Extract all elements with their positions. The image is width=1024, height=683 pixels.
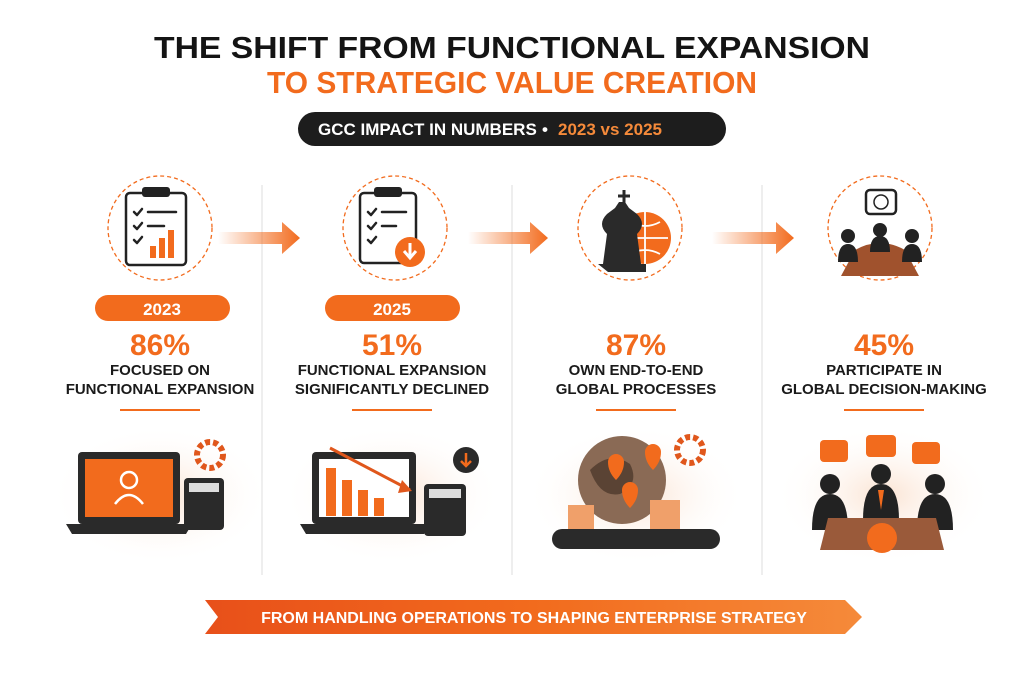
description: PARTICIPATE IN xyxy=(826,362,942,379)
description: FUNCTIONAL EXPANSION xyxy=(66,381,255,398)
description: FUNCTIONAL EXPANSION xyxy=(298,362,487,379)
year-label: 2025 xyxy=(373,300,411,319)
year-pill xyxy=(325,295,460,321)
description: GLOBAL DECISION-MAKING xyxy=(781,381,987,398)
footer-text: FROM HANDLING OPERATIONS TO SHAPING ENTE… xyxy=(261,610,807,627)
illustrations xyxy=(50,425,994,565)
description: FOCUSED ON xyxy=(110,362,210,379)
stat: 87% xyxy=(606,329,666,362)
stat: 45% xyxy=(854,329,914,362)
stat: 86% xyxy=(130,329,190,362)
year-label: 2023 xyxy=(143,300,181,319)
subtitle-pill xyxy=(298,112,726,146)
subtitle-separator: • xyxy=(542,120,548,139)
footer-banner xyxy=(205,600,862,634)
subtitle-highlight: 2023 vs 2025 xyxy=(558,120,662,139)
description: GLOBAL PROCESSES xyxy=(556,381,717,398)
flow-arrows xyxy=(218,222,794,254)
description: OWN END-TO-END xyxy=(569,362,704,379)
panel-icons xyxy=(107,175,933,281)
stat: 51% xyxy=(362,329,422,362)
subtitle-label: GCC IMPACT IN NUMBERS xyxy=(318,120,537,139)
description: SIGNIFICANTLY DECLINED xyxy=(295,381,489,398)
title-line-1: THE SHIFT FROM FUNCTIONAL EXPANSION xyxy=(154,30,870,65)
year-pill xyxy=(95,295,230,321)
title-line-2: TO STRATEGIC VALUE CREATION xyxy=(267,65,757,100)
